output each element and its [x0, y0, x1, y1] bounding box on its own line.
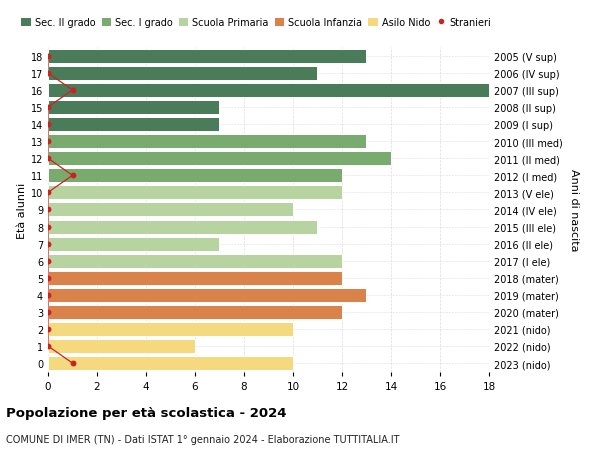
Point — [43, 291, 53, 299]
Text: COMUNE DI IMER (TN) - Dati ISTAT 1° gennaio 2024 - Elaborazione TUTTITALIA.IT: COMUNE DI IMER (TN) - Dati ISTAT 1° genn… — [6, 434, 400, 444]
Bar — [48, 67, 317, 81]
Point — [43, 189, 53, 196]
Text: Popolazione per età scolastica - 2024: Popolazione per età scolastica - 2024 — [6, 406, 287, 419]
Bar — [48, 220, 317, 234]
Point — [43, 224, 53, 231]
Bar — [48, 203, 293, 217]
Point — [43, 241, 53, 248]
Point — [43, 53, 53, 61]
Bar — [48, 288, 367, 302]
Bar — [48, 118, 220, 132]
Bar — [48, 339, 195, 353]
Bar — [48, 84, 489, 98]
Point — [43, 155, 53, 162]
Y-axis label: Anni di nascita: Anni di nascita — [569, 169, 579, 251]
Bar — [48, 237, 220, 251]
Point — [43, 342, 53, 350]
Point — [43, 274, 53, 282]
Bar — [48, 169, 342, 183]
Bar — [48, 135, 367, 149]
Point — [43, 308, 53, 316]
Bar — [48, 101, 220, 115]
Point — [68, 172, 77, 179]
Point — [68, 87, 77, 95]
Point — [43, 121, 53, 129]
Point — [43, 104, 53, 112]
Point — [43, 207, 53, 214]
Point — [43, 257, 53, 265]
Bar — [48, 305, 342, 319]
Point — [68, 359, 77, 367]
Bar — [48, 186, 342, 200]
Bar — [48, 271, 342, 285]
Y-axis label: Età alunni: Età alunni — [17, 182, 26, 238]
Legend: Sec. II grado, Sec. I grado, Scuola Primaria, Scuola Infanzia, Asilo Nido, Stran: Sec. II grado, Sec. I grado, Scuola Prim… — [17, 14, 495, 32]
Bar — [48, 322, 293, 336]
Point — [43, 325, 53, 333]
Bar — [48, 356, 293, 370]
Bar — [48, 152, 391, 166]
Point — [43, 138, 53, 146]
Bar — [48, 254, 342, 268]
Point — [43, 70, 53, 78]
Bar — [48, 50, 367, 64]
